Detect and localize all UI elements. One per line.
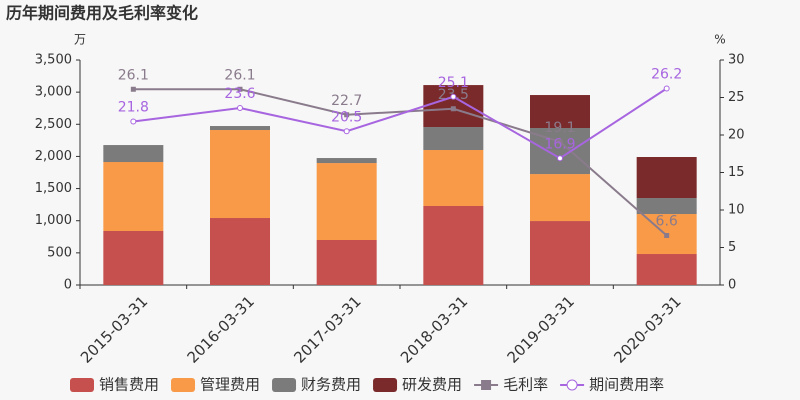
y2-axis-label: %: [714, 33, 725, 47]
marker: [344, 112, 350, 118]
y2-tick-label: 10: [728, 203, 745, 218]
legend-label: 期间费用率: [589, 376, 664, 394]
marker: [130, 118, 137, 125]
bar: [423, 150, 484, 206]
y-tick-label: 1,000: [35, 213, 72, 228]
bar: [423, 205, 484, 285]
bar: [210, 126, 270, 131]
y-tick-label: 500: [47, 245, 72, 260]
line: [133, 87, 668, 160]
x-tick-label: 2015-03-31: [77, 292, 151, 366]
y-tick-label: 2,500: [35, 117, 72, 132]
y2-tick-label: 25: [728, 90, 745, 105]
bar: [530, 174, 590, 222]
y2-tick-label: 0: [728, 278, 736, 293]
x-tick-label: 2019-03-31: [504, 292, 578, 366]
data-label: 25.1: [438, 75, 469, 91]
bar: [210, 130, 270, 219]
marker: [450, 93, 457, 100]
y2-tick-label: 15: [728, 165, 745, 180]
data-label: 26.2: [651, 67, 682, 83]
bar: [103, 162, 164, 231]
marker: [663, 85, 670, 92]
x-tick-label: 2016-03-31: [184, 292, 258, 366]
y2-tick-label: 5: [728, 240, 736, 255]
x-tick-label: 2017-03-31: [290, 292, 364, 366]
marker: [130, 86, 136, 92]
legend-swatch: [272, 378, 297, 392]
data-label: 22.7: [331, 93, 362, 109]
marker: [343, 128, 350, 135]
data-label: 6.6: [656, 214, 678, 230]
data-label: 26.1: [118, 67, 149, 83]
bar: [423, 127, 484, 150]
line: [133, 88, 668, 237]
y-tick-label: 2,000: [35, 149, 72, 164]
bar: [530, 221, 590, 285]
legend-marker: [481, 380, 492, 390]
legend-marker: [566, 379, 578, 391]
bar: [423, 85, 484, 128]
bar: [636, 198, 697, 215]
bar: [316, 158, 377, 164]
marker: [557, 139, 563, 145]
y2-tick-label: 30: [728, 53, 745, 68]
y2-tick-label: 20: [728, 128, 745, 143]
marker: [237, 105, 243, 111]
bar: [316, 163, 377, 240]
data-label: 16.9: [544, 136, 575, 152]
data-label: 26.1: [224, 67, 255, 83]
bar: [530, 95, 590, 129]
data-label: 19.1: [544, 120, 575, 136]
bar: [103, 145, 164, 163]
y-tick-label: 3,000: [35, 85, 72, 100]
legend-label: 研发费用: [402, 376, 462, 394]
y-tick-label: 3,500: [35, 53, 72, 68]
legend-label: 毛利率: [503, 376, 548, 394]
legend-swatch: [373, 378, 398, 392]
x-tick-label: 2018-03-31: [397, 292, 471, 366]
chart-title: 历年期间费用及毛利率变化: [6, 4, 198, 23]
x-tick-label: 2020-03-31: [610, 292, 684, 366]
bar: [636, 157, 697, 199]
y-axis-label: 万: [74, 33, 86, 47]
bar: [636, 254, 697, 285]
data-label: 21.8: [118, 100, 149, 116]
legend-swatch: [171, 378, 196, 392]
data-label: 20.5: [331, 109, 362, 125]
bar: [103, 231, 164, 285]
bar: [316, 240, 377, 285]
legend-label: 销售费用: [99, 376, 159, 394]
marker: [450, 106, 456, 112]
marker: [664, 233, 670, 238]
y-tick-label: 0: [64, 278, 72, 293]
legend-swatch: [70, 378, 94, 392]
y-tick-label: 1,500: [35, 181, 72, 196]
bar: [210, 218, 270, 285]
marker: [557, 155, 563, 162]
legend-label: 财务费用: [301, 376, 361, 394]
marker: [237, 86, 243, 92]
legend-label: 管理费用: [200, 376, 260, 394]
data-label: 23.6: [224, 86, 255, 102]
